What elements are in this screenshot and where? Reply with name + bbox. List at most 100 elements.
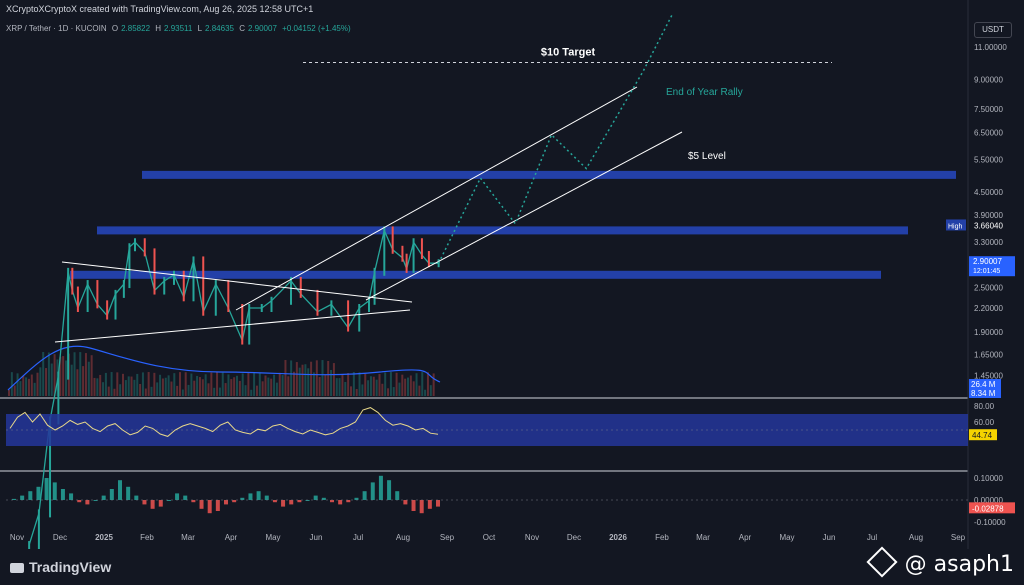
macd-bar — [12, 498, 16, 500]
price-tick: 5.50000 — [974, 155, 1003, 164]
macd-bar — [101, 495, 106, 500]
macd-bar — [77, 500, 82, 503]
watermark-label: @ asaph1 — [904, 552, 1014, 577]
volume-bar — [341, 375, 344, 396]
rsi-value-tag — [969, 429, 997, 441]
volume-bar — [110, 372, 113, 396]
volume-bar — [395, 372, 398, 396]
volume-bar — [361, 384, 364, 396]
volume-bar — [230, 379, 233, 396]
volume-bar — [321, 360, 324, 396]
volume-bar — [144, 388, 147, 396]
volume-bar — [298, 367, 301, 396]
macd-bar — [191, 500, 196, 503]
volume-bar — [241, 373, 244, 396]
volume-bar — [347, 372, 350, 396]
price-tick: 1.45000 — [974, 372, 1003, 381]
rsi-tick: 80.00 — [974, 402, 995, 411]
volume-bar — [156, 382, 159, 396]
price-tick: 11.00000 — [974, 43, 1007, 52]
volume-bar — [139, 384, 142, 396]
volume-bar — [201, 379, 204, 396]
five-level-label: $5 Level — [688, 151, 726, 162]
volume-bar — [247, 372, 250, 396]
time-tick: Jun — [823, 533, 836, 542]
volume-bar — [79, 352, 82, 396]
macd-bar — [52, 482, 57, 500]
volume-bar — [198, 377, 201, 396]
volume-bar — [415, 373, 418, 396]
volume-bar — [130, 376, 133, 396]
volume-bar — [45, 368, 48, 396]
macd-value-tag — [969, 502, 1015, 514]
high-label: H — [155, 24, 162, 33]
currency-button[interactable]: USDT — [974, 22, 1012, 38]
volume-bar — [412, 381, 415, 396]
macd-bar — [36, 486, 41, 500]
zone-1 — [97, 226, 908, 235]
volume-bar — [358, 372, 361, 396]
volume-bar — [127, 376, 130, 396]
watermark: @ asaph1 — [866, 546, 1014, 578]
volume-bar — [236, 375, 238, 396]
price-tick: 9.00000 — [974, 76, 1003, 85]
zone-0 — [142, 170, 956, 179]
time-tick: Aug — [396, 533, 410, 542]
macd-bar — [166, 500, 171, 501]
volume-bar — [424, 389, 427, 396]
volume-bar — [153, 372, 156, 396]
volume-bar — [312, 372, 315, 396]
time-tick: Dec — [567, 533, 581, 542]
price-tick: 3.90000 — [974, 211, 1003, 220]
macd-bar — [109, 489, 114, 500]
macd-bar — [60, 489, 65, 500]
macd-bar — [183, 495, 188, 500]
high-tag — [946, 219, 966, 231]
volume-bar — [429, 385, 432, 396]
volume-bar — [375, 379, 378, 396]
volume-bar — [193, 380, 196, 396]
volume-bar — [30, 374, 33, 396]
time-tick: 2025 — [95, 533, 113, 542]
volume-ma-value: 8.34 M — [971, 389, 996, 398]
macd-bar — [436, 500, 440, 507]
open-value: 2.85822 — [121, 24, 151, 33]
channel-lower-line — [365, 131, 683, 301]
volume-bar — [204, 374, 207, 396]
macd-bar — [354, 497, 359, 500]
macd-bar — [69, 493, 74, 500]
chart-canvas[interactable]: $10 Target End of Year Rally $5 Level 11.00… — [0, 0, 1024, 549]
volume-bar — [93, 377, 96, 396]
macd-tick: 0.00000 — [974, 496, 1003, 505]
volume-bar — [122, 373, 124, 396]
volume-bar — [176, 385, 179, 396]
volume-bar — [432, 373, 435, 396]
price-tick: 1.90000 — [974, 328, 1003, 337]
triangle-upper-line — [61, 261, 413, 303]
volume-bar — [170, 381, 173, 396]
volume-bar — [367, 380, 370, 396]
symbol-name[interactable]: XRP / Tether · 1D · KUCOIN — [6, 24, 107, 33]
macd-tick: 0.10000 — [974, 474, 1003, 483]
time-tick: Aug — [909, 533, 923, 542]
tradingview-mark-icon — [10, 563, 24, 573]
macd-bar — [272, 500, 277, 503]
volume-bar — [409, 375, 412, 396]
macd-bar — [370, 482, 375, 500]
price-tick: 6.50000 — [974, 128, 1003, 137]
volume-bar — [13, 385, 16, 396]
time-tick: Apr — [739, 533, 752, 542]
time-tick: Sep — [440, 533, 455, 542]
volume-bar — [213, 387, 216, 396]
time-tick: Nov — [10, 533, 24, 542]
volume-bar — [293, 371, 295, 396]
volume-bar — [33, 382, 36, 396]
tradingview-logo[interactable]: TradingView — [10, 559, 111, 575]
volume-ma-line — [7, 345, 441, 391]
time-tick: Feb — [655, 533, 669, 542]
macd-value: -0.02878 — [972, 504, 1004, 513]
volume-bar — [344, 381, 347, 396]
volume-bar — [184, 372, 187, 396]
time-tick: Jul — [353, 533, 363, 542]
volume-bar — [124, 380, 127, 396]
